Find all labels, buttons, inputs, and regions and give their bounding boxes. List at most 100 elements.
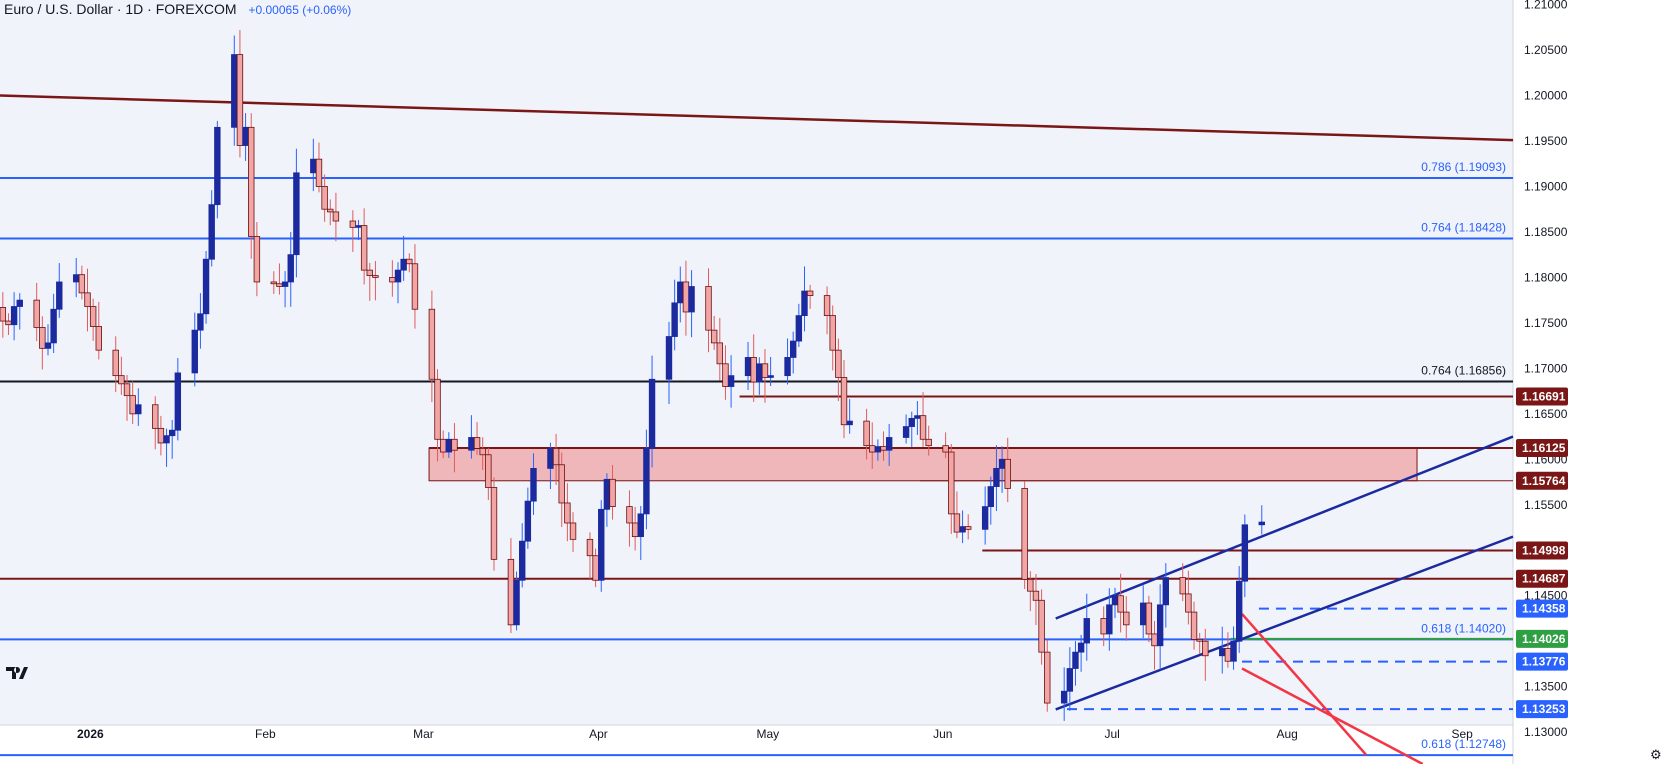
- candle-body[interactable]: [598, 508, 605, 581]
- candle-body[interactable]: [682, 281, 690, 313]
- candle-body[interactable]: [1202, 640, 1209, 657]
- candle-body[interactable]: [564, 502, 571, 524]
- price-badge[interactable]: [1516, 438, 1568, 457]
- candle-body[interactable]: [253, 236, 261, 283]
- candle-body[interactable]: [163, 435, 170, 444]
- price-badge[interactable]: [1516, 700, 1568, 719]
- candle-body[interactable]: [524, 500, 532, 542]
- candle-body[interactable]: [959, 526, 966, 533]
- candle-body[interactable]: [1004, 458, 1011, 489]
- candle-body[interactable]: [202, 258, 210, 315]
- candle-body[interactable]: [242, 126, 249, 146]
- candle-body[interactable]: [445, 438, 453, 453]
- candle-body[interactable]: [677, 281, 684, 304]
- candle-body[interactable]: [1111, 595, 1119, 606]
- candle-body[interactable]: [586, 538, 594, 557]
- trendline-wedge-lower[interactable]: [1241, 667, 1424, 764]
- candle-body[interactable]: [722, 363, 729, 387]
- candle-body[interactable]: [981, 506, 989, 530]
- candle-body[interactable]: [789, 340, 797, 358]
- candle-body[interactable]: [281, 281, 289, 287]
- price-badge[interactable]: [1516, 599, 1568, 618]
- candle-body[interactable]: [874, 446, 882, 453]
- candle-body[interactable]: [50, 308, 57, 344]
- candle-body[interactable]: [327, 208, 334, 213]
- candle-body[interactable]: [840, 377, 848, 426]
- candle-body[interactable]: [727, 375, 735, 387]
- candle-body[interactable]: [270, 281, 278, 285]
- candle-body[interactable]: [965, 526, 972, 530]
- candle-body[interactable]: [355, 225, 362, 228]
- candle-body[interactable]: [485, 454, 492, 488]
- candle-body[interactable]: [552, 447, 560, 466]
- candle-body[interactable]: [168, 429, 176, 437]
- candle-body[interactable]: [293, 172, 300, 256]
- candle-body[interactable]: [112, 349, 119, 377]
- candle-body[interactable]: [993, 468, 1000, 487]
- candle-body[interactable]: [716, 342, 724, 365]
- candle-body[interactable]: [400, 258, 407, 271]
- candle-body[interactable]: [1106, 604, 1113, 635]
- candle-body[interactable]: [406, 258, 413, 265]
- candle-body[interactable]: [846, 420, 853, 426]
- candle-body[interactable]: [5, 320, 12, 326]
- candle-body[interactable]: [123, 383, 131, 397]
- candle-body[interactable]: [744, 357, 752, 377]
- candle-body[interactable]: [823, 295, 831, 317]
- candle-body[interactable]: [530, 468, 537, 502]
- candle-body[interactable]: [671, 302, 678, 337]
- candle-body[interactable]: [569, 522, 577, 540]
- candle-body[interactable]: [208, 204, 215, 260]
- price-badge[interactable]: [1516, 652, 1568, 671]
- candle-body[interactable]: [248, 126, 255, 237]
- candle-body[interactable]: [592, 555, 599, 581]
- candle-body[interactable]: [118, 375, 125, 385]
- candle-body[interactable]: [315, 158, 323, 187]
- candle-body[interactable]: [10, 306, 18, 326]
- candle-body[interactable]: [321, 186, 328, 210]
- candle-body[interactable]: [473, 437, 481, 449]
- candle-body[interactable]: [863, 420, 870, 447]
- candle-body[interactable]: [626, 506, 633, 524]
- trendline-downtrend[interactable]: [0, 94, 1514, 142]
- candle-body[interactable]: [987, 486, 994, 508]
- candle-body[interactable]: [479, 447, 486, 456]
- candle-body[interactable]: [948, 451, 955, 515]
- candle-body[interactable]: [795, 315, 803, 342]
- candle-body[interactable]: [135, 404, 142, 415]
- candle-body[interactable]: [16, 299, 23, 307]
- candle-body[interactable]: [705, 286, 712, 331]
- candle-body[interactable]: [191, 329, 198, 374]
- candle-body[interactable]: [287, 254, 294, 283]
- candle-body[interactable]: [513, 579, 520, 626]
- candle-body[interactable]: [451, 438, 458, 451]
- candle-body[interactable]: [603, 478, 611, 510]
- candle-body[interactable]: [310, 158, 317, 174]
- candle-body[interactable]: [1196, 638, 1203, 642]
- candle-body[interactable]: [908, 417, 915, 427]
- candle-body[interactable]: [1083, 618, 1090, 644]
- candle-body[interactable]: [1072, 651, 1079, 669]
- candle-body[interactable]: [389, 277, 396, 283]
- tradingview-logo-icon[interactable]: [6, 665, 36, 681]
- candle-body[interactable]: [914, 415, 921, 419]
- candle-body[interactable]: [609, 478, 616, 508]
- candle-body[interactable]: [1060, 690, 1068, 704]
- candle-body[interactable]: [519, 540, 526, 581]
- candle-body[interactable]: [1145, 602, 1153, 635]
- candle-body[interactable]: [56, 281, 63, 310]
- candle-body[interactable]: [1027, 578, 1034, 592]
- candle-body[interactable]: [902, 426, 910, 438]
- candle-body[interactable]: [1077, 642, 1085, 653]
- candle-body[interactable]: [332, 211, 340, 222]
- candle-body[interactable]: [428, 308, 436, 380]
- candle-body[interactable]: [835, 349, 842, 378]
- candle-body[interactable]: [750, 357, 757, 383]
- candle-body[interactable]: [1224, 648, 1232, 662]
- candle-body[interactable]: [394, 269, 402, 283]
- candle-body[interactable]: [236, 54, 244, 146]
- time-axis[interactable]: [0, 725, 1513, 764]
- candle-body[interactable]: [44, 342, 52, 349]
- symbol-title[interactable]: Euro / U.S. Dollar · 1D · FOREXCOM: [4, 1, 237, 17]
